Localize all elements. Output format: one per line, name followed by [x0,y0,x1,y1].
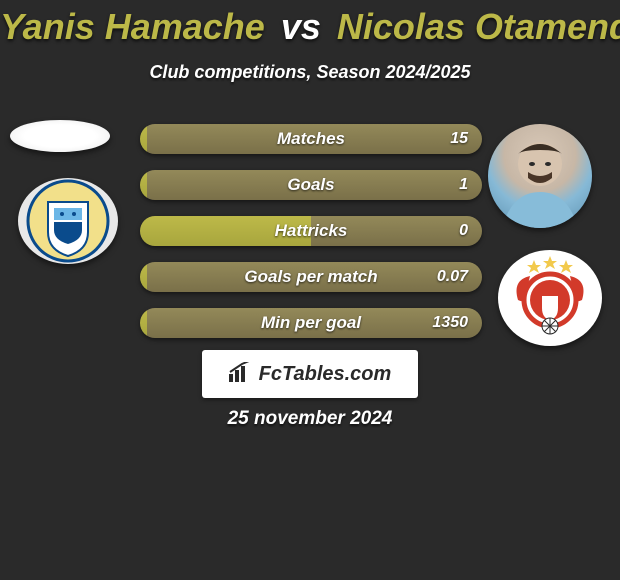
stat-label: Goals [140,170,482,200]
stat-row: Goals per match0.07 [140,262,482,292]
player2-club-crest [498,250,602,346]
title-player1: Yanis Hamache [0,6,265,47]
stat-label: Matches [140,124,482,154]
player2-avatar [488,124,592,228]
title-vs: vs [281,6,321,47]
stat-label: Goals per match [140,262,482,292]
title-player2: Nicolas Otamendi [337,6,620,47]
bars-icon [229,362,253,387]
stat-value-right: 15 [450,124,468,154]
stat-value-right: 1 [459,170,468,200]
date-text: 25 november 2024 [0,408,620,430]
arouca-crest-icon [18,178,118,264]
page-title: Yanis Hamache vs Nicolas Otamendi [0,0,620,48]
brand-badge: FcTables.com [202,350,418,398]
brand-text: FcTables.com [259,363,392,386]
stat-value-right: 1350 [432,308,468,338]
benfica-crest-icon [498,250,602,346]
stat-row: Min per goal1350 [140,308,482,338]
stat-label: Min per goal [140,308,482,338]
stat-row: Hattricks0 [140,216,482,246]
stat-label: Hattricks [140,216,482,246]
stat-row: Matches15 [140,124,482,154]
stat-value-right: 0 [459,216,468,246]
stat-row: Goals1 [140,170,482,200]
subtitle: Club competitions, Season 2024/2025 [0,62,620,83]
stat-value-right: 0.07 [437,262,468,292]
player1-club-crest [18,178,118,264]
player1-avatar [10,120,110,152]
stats-comparison: Matches15 Goals1 Hattricks0 Goals per match… [140,124,482,354]
